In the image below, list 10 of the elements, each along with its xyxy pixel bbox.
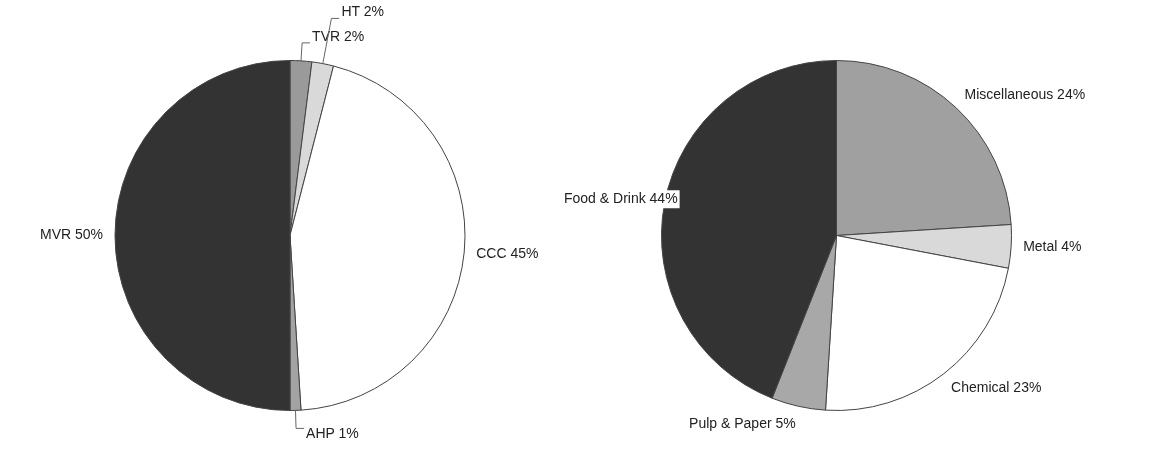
slice-label: CCC 45% — [476, 244, 539, 261]
slice-label: Chemical 23% — [951, 378, 1042, 395]
slice-label: AHP 1% — [306, 425, 359, 442]
slice-label: Miscellaneous 24% — [964, 85, 1086, 102]
slice-label: MVR 50% — [39, 226, 103, 243]
slice-label: HT 2% — [341, 3, 384, 20]
slice-label: Food & Drink 44% — [564, 190, 678, 207]
slice-label: Pulp & Paper 5% — [689, 414, 796, 431]
slice-label: Metal 4% — [1023, 238, 1082, 255]
slice-label: TVR 2% — [312, 27, 365, 44]
